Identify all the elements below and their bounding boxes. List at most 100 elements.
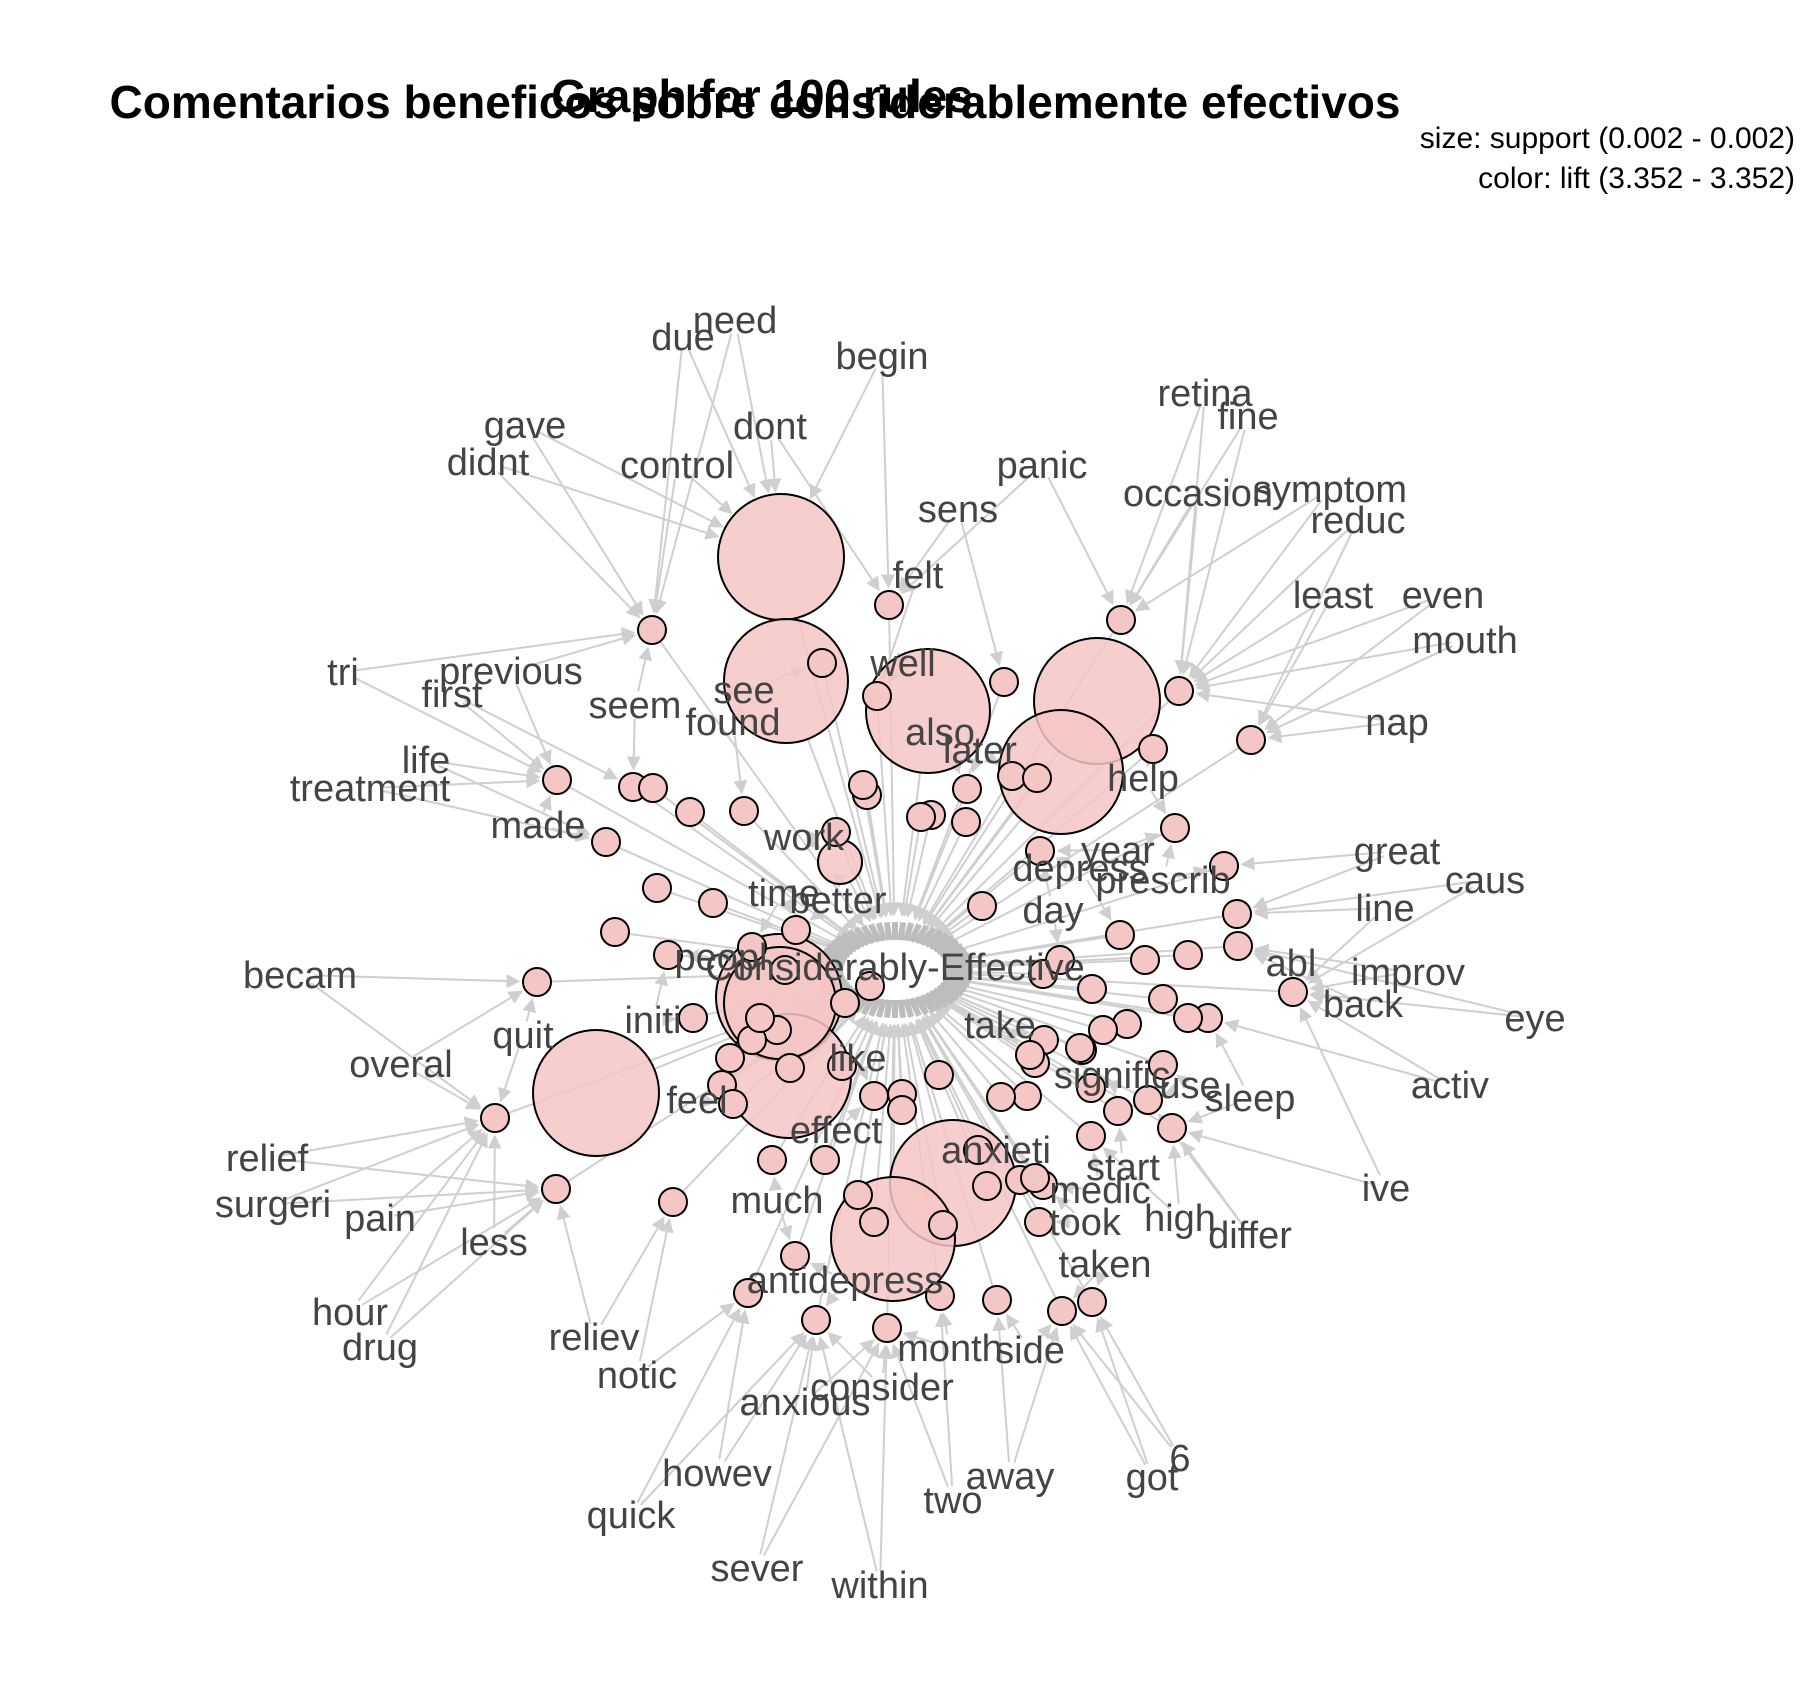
- item-label-take: take: [964, 1005, 1036, 1047]
- item-label-much: much: [731, 1180, 824, 1222]
- edge-overal-1: [412, 990, 523, 1058]
- rule-node: [1157, 1113, 1187, 1143]
- item-label-retina: retina: [1157, 373, 1253, 415]
- rule-node: [967, 891, 997, 921]
- item-label-improv: improv: [1351, 952, 1465, 994]
- rule-node: [843, 1180, 873, 1210]
- item-label-even: even: [1402, 575, 1484, 617]
- edge-reduc-0: [1257, 532, 1353, 726]
- edge-great-1: [1240, 851, 1384, 871]
- edge-need-0: [736, 333, 773, 494]
- edge-ive-0: [1299, 1006, 1381, 1176]
- item-label-initi: initi: [624, 1000, 681, 1042]
- item-label-begin: begin: [836, 336, 929, 378]
- edge-within-1: [816, 1336, 878, 1572]
- edge-start-1: [1113, 1127, 1128, 1154]
- rule-node: [698, 888, 728, 918]
- edge-better-1: [809, 906, 828, 921]
- edge-rule-26: [899, 831, 920, 918]
- edge-sleep-1: [1215, 1032, 1245, 1087]
- item-label-prescrib: prescrib: [1095, 860, 1230, 902]
- edge-hour-1: [357, 1131, 486, 1302]
- edge-rule-110: [849, 881, 871, 923]
- rule-node: [637, 615, 667, 645]
- rule-node: [1077, 1287, 1107, 1317]
- edge-reliev-0: [556, 1205, 592, 1324]
- item-label-pain: pain: [344, 1198, 416, 1240]
- hub-arrow: [941, 947, 968, 961]
- rule-node: [801, 1305, 831, 1335]
- rule-node: [780, 1241, 810, 1271]
- item-label-gave: gave: [484, 405, 566, 447]
- edge-surgeri-0: [285, 1122, 480, 1200]
- edge-rule-27: [917, 835, 961, 922]
- rule-node: [972, 1171, 1002, 1201]
- edge-rule-11: [946, 869, 1210, 957]
- edge-less-1: [487, 1134, 502, 1229]
- edge-medic-0: [1089, 1152, 1103, 1177]
- item-label-anxious: anxious: [740, 1382, 871, 1424]
- edge-activ-0: [1307, 1000, 1439, 1079]
- rule-node: [1106, 605, 1136, 635]
- rule-node-large: [717, 493, 845, 621]
- rule-node: [542, 765, 572, 795]
- edge-made-0: [538, 795, 552, 813]
- rule-node: [1020, 1163, 1050, 1193]
- edge-back-1: [1253, 952, 1351, 1000]
- item-label-work: work: [763, 817, 845, 859]
- item-label-felt: felt: [893, 555, 944, 597]
- edge-begin-0: [809, 368, 877, 500]
- rule-node-large: [532, 1029, 660, 1157]
- edge-dont-1: [776, 437, 880, 592]
- edge-depress-0: [1055, 856, 1071, 870]
- rule-node: [1022, 763, 1052, 793]
- edge-occasion-1: [1174, 506, 1198, 675]
- edge-made-1: [551, 827, 590, 842]
- rule-node: [951, 807, 981, 837]
- edge-gave-1: [536, 430, 724, 528]
- edge-reliev-1: [600, 1216, 665, 1326]
- edge-first-0: [462, 702, 545, 770]
- rule-node: [770, 955, 800, 985]
- rule-node-large: [865, 648, 991, 774]
- edge-caus-0: [1307, 886, 1474, 984]
- edge-rule-104: [929, 818, 1022, 929]
- edge-notic-1: [638, 1218, 674, 1362]
- edge-reduc-1: [1191, 528, 1349, 680]
- rule-node: [862, 681, 892, 711]
- rule-node: [480, 1103, 510, 1133]
- edge-rule-89: [848, 1016, 870, 1054]
- edge-rule-102: [896, 772, 922, 917]
- rule-node: [807, 648, 837, 678]
- rule-node: [1130, 945, 1160, 975]
- rule-node: [1045, 945, 1075, 975]
- item-label-peopl: peopl: [675, 937, 768, 979]
- edge-control-0: [686, 473, 733, 515]
- rule-node: [986, 1082, 1016, 1112]
- edge-pain-0: [389, 1128, 483, 1210]
- rule-node: [982, 1285, 1012, 1315]
- item-label-away: away: [966, 1456, 1055, 1498]
- edge-much-0: [768, 1176, 783, 1192]
- item-label-abl: abl: [1266, 943, 1317, 985]
- item-label-eye: eye: [1504, 998, 1565, 1040]
- edge-rule-28: [922, 788, 1006, 925]
- rule-node: [1065, 1033, 1095, 1063]
- hub-arrow: [883, 921, 893, 941]
- item-label-month: month: [897, 1328, 1003, 1370]
- item-label-occasion: occasion: [1123, 473, 1273, 515]
- rule-node: [757, 1145, 787, 1175]
- item-label-depress: depress: [1012, 848, 1147, 890]
- item-label-made: made: [490, 805, 585, 847]
- edge-rule-55: [933, 1007, 1017, 1087]
- item-label-tri: tri: [327, 652, 359, 694]
- edge-depress-1: [1086, 879, 1112, 921]
- item-label-see: see: [713, 670, 774, 712]
- item-label-6: 6: [1169, 1438, 1190, 1480]
- rule-node: [1025, 836, 1055, 866]
- item-label-side: side: [995, 1330, 1065, 1372]
- item-label-need: need: [693, 300, 778, 342]
- edge-like-1: [855, 1065, 869, 1081]
- rule-node: [729, 796, 759, 826]
- edge-within-0: [879, 1344, 894, 1572]
